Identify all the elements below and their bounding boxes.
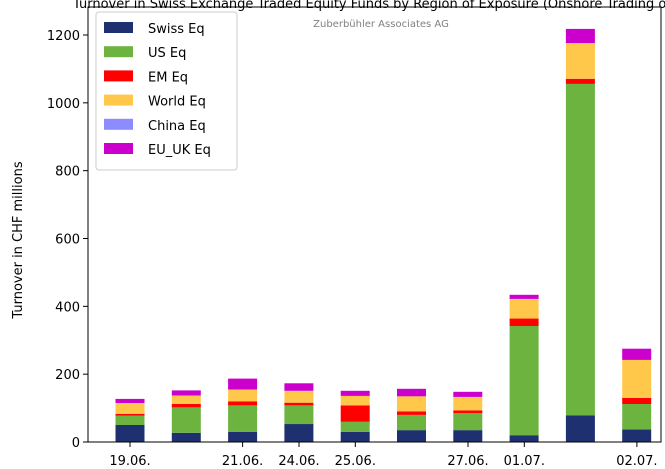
bar-us-eq-5 <box>397 414 426 431</box>
y-tick-label: 600 <box>55 233 80 248</box>
x-tick-label: 27.06. <box>447 454 488 469</box>
legend-swatch-em-eq <box>104 70 133 82</box>
bar-us-eq-6 <box>453 413 483 431</box>
legend-label-eu-uk-eq: EU_UK Eq <box>148 143 211 158</box>
bar-swiss-eq-9 <box>622 429 652 442</box>
bar-us-eq-2 <box>228 405 258 432</box>
bar-world-eq-3 <box>284 390 314 403</box>
bar-eu-uk-eq-2 <box>228 378 258 390</box>
bar-eu-uk-eq-4 <box>340 390 370 396</box>
bar-swiss-eq-6 <box>453 430 483 442</box>
x-tick-label: 25.06. <box>335 454 376 469</box>
bar-em-eq-0 <box>115 413 145 416</box>
bar-swiss-eq-4 <box>340 431 370 442</box>
bar-em-eq-5 <box>397 411 426 415</box>
bar-world-eq-5 <box>397 396 426 412</box>
legend-swatch-eu-uk-eq <box>104 143 133 154</box>
legend-label-swiss-eq: Swiss Eq <box>148 22 205 37</box>
bar-swiss-eq-5 <box>397 430 426 442</box>
bar-em-eq-8 <box>565 78 595 84</box>
bar-swiss-eq-8 <box>565 415 595 442</box>
x-tick-label: 19.06. <box>109 454 150 469</box>
bar-eu-uk-eq-9 <box>622 348 652 360</box>
bar-eu-uk-eq-6 <box>453 391 483 397</box>
bar-swiss-eq-2 <box>228 431 258 442</box>
bar-us-eq-9 <box>622 404 652 430</box>
bar-world-eq-4 <box>340 395 370 406</box>
y-tick-label: 0 <box>72 436 80 451</box>
legend-swatch-swiss-eq <box>104 22 133 33</box>
bar-eu-uk-eq-3 <box>284 383 314 391</box>
bar-world-eq-9 <box>622 359 652 398</box>
bar-world-eq-0 <box>115 403 145 414</box>
watermark-text: Zuberbühler Associates AG <box>313 19 449 30</box>
bars-group <box>115 28 652 442</box>
bar-eu-uk-eq-1 <box>171 390 201 396</box>
bar-us-eq-0 <box>115 415 145 425</box>
x-tick-label: 02.07. <box>616 454 657 469</box>
legend-swatch-china-eq <box>104 118 133 130</box>
bar-em-eq-2 <box>228 401 258 406</box>
legend-swatch-us-eq <box>104 46 133 58</box>
bar-eu-uk-eq-0 <box>115 398 145 403</box>
bar-swiss-eq-1 <box>171 432 201 442</box>
legend-swatch-world-eq <box>104 94 133 106</box>
plot-frame <box>87 6 662 443</box>
bar-us-eq-8 <box>565 83 595 416</box>
legend: Swiss Eq US Eq EM Eq World Eq China Eq EU_UK … <box>95 11 238 171</box>
y-tick-label: 800 <box>55 165 80 180</box>
bar-world-eq-8 <box>565 43 595 79</box>
x-tick-label: 01.07. <box>504 454 545 469</box>
y-tick-label: 1200 <box>47 29 80 44</box>
legend-label-china-eq: China Eq <box>148 119 206 134</box>
bar-eu-uk-eq-7 <box>509 294 539 299</box>
x-tick-label: 21.06. <box>222 454 263 469</box>
bar-world-eq-6 <box>453 396 483 411</box>
bar-world-eq-2 <box>228 389 258 402</box>
bar-eu-uk-eq-8 <box>565 28 595 44</box>
legend-label-us-eq: US Eq <box>148 46 186 61</box>
bar-us-eq-7 <box>509 326 539 436</box>
bar-us-eq-3 <box>284 405 314 425</box>
bar-em-eq-6 <box>453 410 483 414</box>
chart-title: Turnover in Swiss Exchange Traded Equity… <box>72 0 665 12</box>
bar-world-eq-7 <box>509 298 539 319</box>
y-axis-title: Turnover in CHF millions <box>11 161 26 319</box>
y-tick-label: 200 <box>55 368 80 383</box>
bar-em-eq-4 <box>340 405 370 422</box>
bar-em-eq-7 <box>509 318 539 326</box>
bar-swiss-eq-0 <box>115 425 145 442</box>
bar-swiss-eq-3 <box>284 424 314 442</box>
x-tick-label: 24.06. <box>278 454 319 469</box>
bar-world-eq-1 <box>171 395 201 404</box>
legend-label-em-eq: EM Eq <box>148 70 188 85</box>
bar-em-eq-3 <box>284 402 314 406</box>
y-tick-label: 1000 <box>47 97 80 112</box>
x-axis: 19.06. 21.06. 24.06. 25.06. 27.06. 01.07. 02.0… <box>109 442 658 469</box>
bar-em-eq-1 <box>171 404 201 408</box>
y-axis: 0 200 400 600 800 1000 1200 <box>47 29 88 451</box>
bar-eu-uk-eq-5 <box>397 388 426 397</box>
bar-em-eq-9 <box>622 397 652 404</box>
bar-us-eq-1 <box>171 407 201 433</box>
bar-swiss-eq-7 <box>509 435 539 442</box>
legend-label-world-eq: World Eq <box>148 95 206 110</box>
y-tick-label: 400 <box>55 300 80 315</box>
bar-us-eq-4 <box>340 421 370 432</box>
